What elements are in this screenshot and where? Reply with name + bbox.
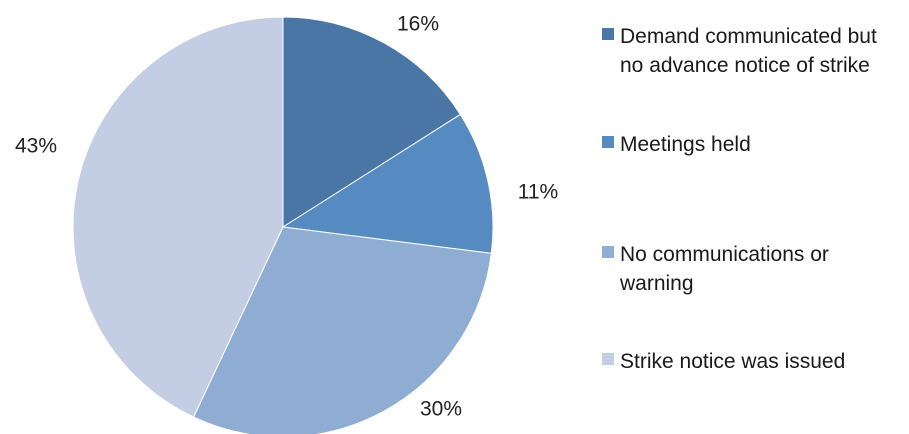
- data-label-no-communications: 30%: [420, 398, 462, 421]
- pie-slice-demand-communicated: [282, 16, 462, 228]
- legend-swatch-strike-notice: [602, 353, 614, 365]
- legend-swatch-no-communications: [602, 246, 614, 258]
- data-label-demand-communicated: 16%: [397, 13, 439, 36]
- legend-item-meetings-held: Meetings held: [602, 130, 902, 159]
- pie-data-labels: 16% 11% 30% 43%: [15, 13, 558, 421]
- legend-label-no-communications: No communications or warning: [620, 243, 829, 295]
- pie-slice-strike-notice: [72, 16, 284, 418]
- legend-label-demand-communicated: Demand communicated but no advance notic…: [620, 25, 877, 77]
- pie-slice-meetings-held: [281, 113, 494, 254]
- data-label-strike-notice: 43%: [15, 135, 57, 158]
- legend-swatch-meetings-held: [602, 136, 614, 148]
- legend-swatch-demand-communicated: [602, 28, 614, 40]
- legend-item-no-communications: No communications or warning: [602, 240, 902, 298]
- legend-label-meetings-held: Meetings held: [620, 133, 751, 156]
- pie-slice-no-communications: [192, 226, 492, 434]
- legend-item-strike-notice: Strike notice was issued: [602, 347, 902, 376]
- legend-label-strike-notice: Strike notice was issued: [620, 350, 846, 373]
- legend-item-demand-communicated: Demand communicated but no advance notic…: [602, 22, 902, 80]
- data-label-meetings-held: 11%: [518, 181, 558, 204]
- pie-slices: [72, 16, 494, 434]
